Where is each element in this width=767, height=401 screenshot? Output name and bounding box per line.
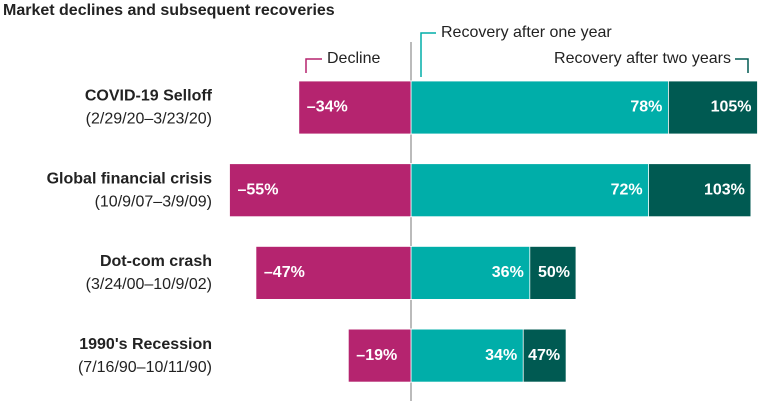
category-dates: (7/16/90–10/11/90) (78, 359, 212, 376)
value-label: 72% (611, 181, 643, 198)
category-label: 1990's Recession (79, 336, 212, 353)
chart-title: Market declines and subsequent recoverie… (3, 2, 335, 19)
category-dates: (3/24/00–10/9/02) (86, 276, 212, 293)
value-label: 50% (538, 264, 570, 281)
category-dates: (10/9/07–3/9/09) (95, 193, 212, 210)
value-label: 105% (711, 99, 752, 116)
category-label: Global financial crisis (47, 170, 212, 187)
category-dates: (2/29/20–3/23/20) (86, 111, 212, 128)
bar (347, 328, 412, 383)
bar (410, 328, 524, 383)
category-label: Dot-com crash (100, 253, 212, 270)
bar (410, 80, 669, 135)
legend-label: Recovery after one year (441, 24, 612, 41)
bar (229, 163, 412, 218)
value-label: –47% (264, 264, 305, 281)
legend-bracket (420, 32, 436, 77)
bar (410, 245, 531, 300)
legend-bracket (305, 58, 322, 73)
legend-label: Decline (327, 50, 380, 67)
value-label: 47% (528, 347, 560, 364)
bar (410, 163, 650, 218)
legend-label: Recovery after two years (554, 50, 731, 67)
value-label: 103% (704, 181, 745, 198)
value-label: 36% (492, 264, 524, 281)
value-label: –34% (307, 99, 348, 116)
value-label: –55% (238, 181, 279, 198)
value-label: 34% (485, 347, 517, 364)
bar (255, 245, 412, 300)
value-label: 78% (630, 99, 662, 116)
legend-bracket (735, 58, 749, 73)
bar (298, 80, 412, 135)
category-label: COVID-19 Selloff (85, 88, 213, 105)
value-label: –19% (356, 347, 397, 364)
